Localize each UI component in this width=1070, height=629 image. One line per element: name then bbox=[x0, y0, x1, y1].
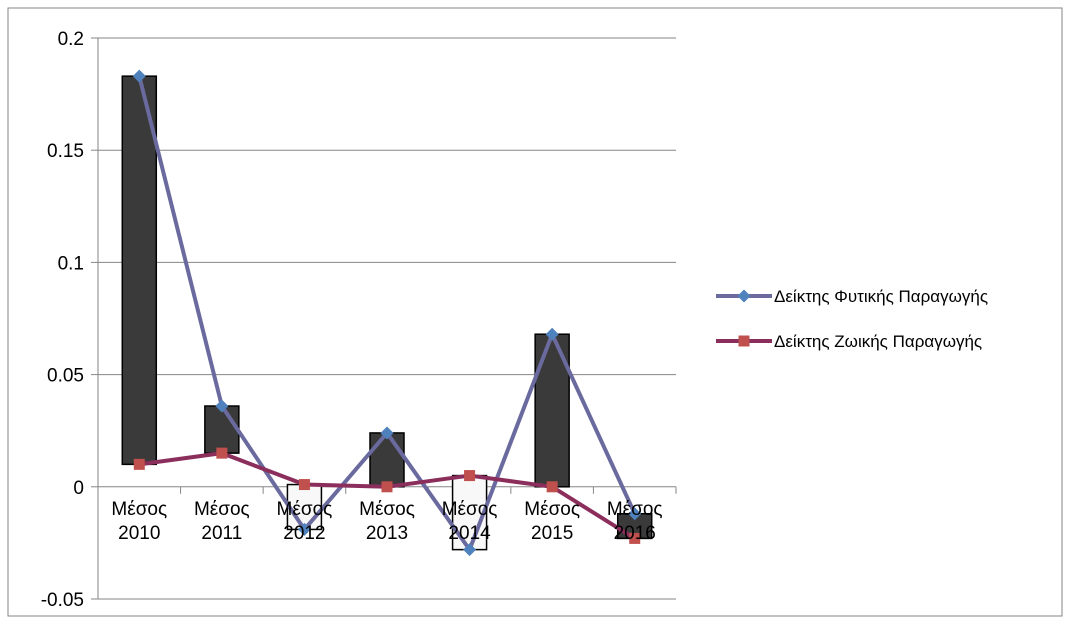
category-line-1: Μέσος bbox=[111, 499, 167, 520]
gridlines bbox=[98, 37, 676, 600]
category-line-2: 2012 bbox=[283, 523, 325, 544]
series-markers bbox=[132, 69, 642, 557]
x-category-label: Μέσος 2012 bbox=[277, 499, 333, 544]
square-marker bbox=[216, 447, 228, 459]
category-line-2: 2010 bbox=[118, 523, 160, 544]
y-tick-label: 0 bbox=[73, 478, 84, 499]
up-bar bbox=[204, 405, 240, 454]
category-line-2: 2016 bbox=[614, 523, 656, 544]
square-marker bbox=[133, 458, 145, 470]
x-category-label: Μέσος 2016 bbox=[607, 499, 663, 544]
category-line-2: 2014 bbox=[448, 523, 491, 544]
y-tick-label: 0.2 bbox=[58, 29, 84, 50]
category-line-1: Μέσος bbox=[607, 499, 663, 520]
diamond-marker bbox=[628, 507, 642, 521]
diamond-marker bbox=[297, 522, 311, 536]
x-category-label: Μέσος 2010 bbox=[111, 499, 167, 544]
diamond-marker bbox=[545, 327, 559, 341]
square-marker bbox=[546, 481, 558, 493]
x-category-label: Μέσος 2011 bbox=[194, 499, 250, 544]
category-line-2: 2015 bbox=[531, 523, 573, 544]
x-category-label: Μέσος 2014 bbox=[442, 499, 498, 544]
y-tick-label: 0.05 bbox=[47, 366, 84, 387]
square-marker bbox=[381, 481, 393, 493]
diamond-marker bbox=[737, 289, 751, 303]
y-tick-label: 0.15 bbox=[47, 141, 84, 162]
y-tick-label: -0.05 bbox=[41, 590, 84, 611]
category-line-1: Μέσος bbox=[194, 499, 250, 520]
x-category-label: Μέσος 2015 bbox=[524, 499, 580, 544]
category-line-1: Μέσος bbox=[442, 499, 498, 520]
x-category-label: Μέσος 2013 bbox=[359, 499, 415, 544]
category-line-1: Μέσος bbox=[359, 499, 415, 520]
legend: Δείκτης Φυτικής Παραγωγής Δείκτης Ζωικής … bbox=[716, 287, 988, 351]
diamond-marker bbox=[215, 399, 229, 413]
diamond-marker bbox=[380, 426, 394, 440]
square-marker bbox=[464, 470, 476, 482]
up-bar bbox=[369, 432, 405, 488]
legend-label: Δείκτης Ζωικής Παραγωγής bbox=[774, 332, 982, 351]
category-line-1: Μέσος bbox=[277, 499, 333, 520]
chart-border bbox=[7, 7, 1063, 617]
up-down-bars bbox=[121, 75, 653, 551]
diamond-marker bbox=[463, 543, 477, 557]
category-line-2: 2011 bbox=[201, 523, 242, 544]
square-marker bbox=[298, 479, 310, 491]
y-tick-label: 0.1 bbox=[58, 253, 84, 274]
up-bar bbox=[121, 75, 158, 466]
square-marker bbox=[629, 532, 641, 544]
category-line-2: 2013 bbox=[366, 523, 408, 544]
square-marker bbox=[738, 335, 750, 347]
category-line-1: Μέσος bbox=[524, 499, 580, 520]
diamond-marker bbox=[132, 69, 146, 83]
legend-label: Δείκτης Φυτικής Παραγωγής bbox=[774, 287, 988, 306]
